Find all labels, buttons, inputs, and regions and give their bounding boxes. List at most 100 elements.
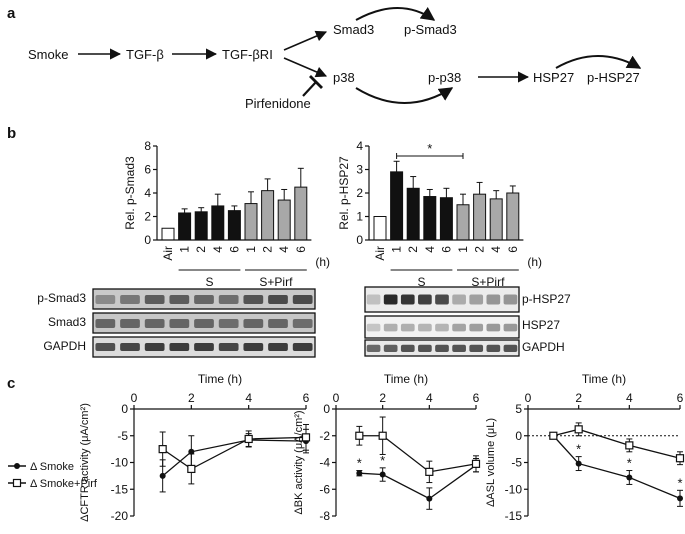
inhibition-bar <box>309 75 323 89</box>
bar <box>194 211 208 241</box>
y-tick-label: 6 <box>144 163 151 177</box>
data-point <box>356 470 363 477</box>
x-tick-label: 4 <box>211 246 225 253</box>
bar <box>161 227 175 241</box>
bar <box>439 197 453 241</box>
blot-band <box>503 294 518 305</box>
blot-band <box>366 294 381 305</box>
blot-band <box>194 295 214 304</box>
blot-band <box>503 323 518 332</box>
x-tick-label: 4 <box>426 391 433 405</box>
y-tick-label: 4 <box>356 139 363 153</box>
x-tick-label: 6 <box>227 246 241 253</box>
blot-band <box>144 343 165 351</box>
blot-band <box>120 343 140 351</box>
y-tick-label: -20 <box>111 509 129 523</box>
series-line <box>162 439 307 477</box>
y-tick-label: -10 <box>505 482 523 496</box>
blot-band <box>469 323 484 332</box>
group-label-s: S <box>417 275 425 289</box>
x-axis-title: Time (h) <box>384 372 428 386</box>
x-unit-label: (h) <box>315 255 330 269</box>
data-point <box>471 459 481 468</box>
data-point <box>188 448 195 455</box>
x-tick-label: 2 <box>406 246 420 253</box>
data-point <box>301 433 311 442</box>
blot-band <box>292 295 313 304</box>
y-tick-label: -2 <box>319 429 330 443</box>
node-smoke: Smoke <box>28 47 68 62</box>
blot-band <box>418 294 432 305</box>
blot-label-gapdh-left: GAPDH <box>43 339 86 353</box>
blot-band <box>95 343 116 351</box>
panel-a-label: a <box>7 5 16 22</box>
blot-band <box>452 323 466 332</box>
blot-band <box>218 319 239 328</box>
panel-c-label: c <box>7 375 15 392</box>
y-tick-label: -15 <box>111 482 129 496</box>
series-line <box>553 428 681 459</box>
inhibition-line <box>302 81 317 97</box>
arrow-tgfbri-p38 <box>283 57 328 78</box>
blot-band <box>452 344 466 352</box>
x-tick-label: 6 <box>439 246 453 253</box>
arrow-p38-phos <box>355 87 454 104</box>
node-pirfenidone: Pirfenidone <box>245 96 311 111</box>
y-tick-label: -5 <box>511 456 522 470</box>
x-tick-label: 4 <box>626 391 633 405</box>
blot-band <box>383 323 398 332</box>
y-tick-label: 2 <box>356 186 363 200</box>
y-tick-label: 3 <box>356 163 363 177</box>
data-point <box>575 460 582 467</box>
blot-band <box>169 295 190 304</box>
bar <box>506 192 520 241</box>
group-label-spirf: S+Pirf <box>259 275 293 289</box>
x-tick-label: 4 <box>277 246 291 253</box>
significance-star: * <box>380 453 385 468</box>
data-point <box>426 495 433 502</box>
y-axis-label: ΔBK activity (μA/cm²) <box>293 410 305 514</box>
x-tick-label: 6 <box>294 246 308 253</box>
blot-band <box>486 344 501 352</box>
y-tick-label: 8 <box>144 139 151 153</box>
blot-band <box>169 343 190 351</box>
blot-band <box>400 323 415 332</box>
x-tick-label: 0 <box>131 391 138 405</box>
data-point <box>625 441 634 450</box>
blot-band <box>400 344 415 352</box>
blot-label-phsp27: p-HSP27 <box>522 292 571 306</box>
y-tick-label: 0 <box>121 402 128 416</box>
significance-star: * <box>357 456 362 471</box>
bar <box>294 186 308 241</box>
data-point <box>677 495 683 502</box>
data-point <box>378 431 387 440</box>
y-tick-label: 2 <box>144 210 151 224</box>
bar <box>244 203 258 241</box>
data-point <box>675 454 685 463</box>
data-point <box>158 445 167 454</box>
blot-band <box>400 294 415 305</box>
legend: Δ Smoke Δ Smoke+Pirf <box>8 461 98 490</box>
legend-pirf-label: Δ Smoke+Pirf <box>30 478 98 490</box>
x-tick-label: 1 <box>456 246 470 253</box>
x-tick-label: 6 <box>473 391 480 405</box>
bar <box>373 216 387 241</box>
blot-band <box>243 295 264 304</box>
blot-band <box>268 319 288 328</box>
x-tick-label: 2 <box>575 391 582 405</box>
blot-band <box>486 294 501 305</box>
group-label-s: S <box>205 275 213 289</box>
legend-smoke-marker <box>14 463 20 469</box>
x-tick-label: Air <box>161 246 175 261</box>
x-tick-label: 6 <box>677 391 684 405</box>
node-pp38: p-p38 <box>428 70 461 85</box>
series-line <box>359 464 477 500</box>
blot-band <box>243 319 264 328</box>
x-tick-label: 2 <box>194 246 208 253</box>
x-axis-title: Time (h) <box>198 372 242 386</box>
data-point <box>355 431 364 440</box>
